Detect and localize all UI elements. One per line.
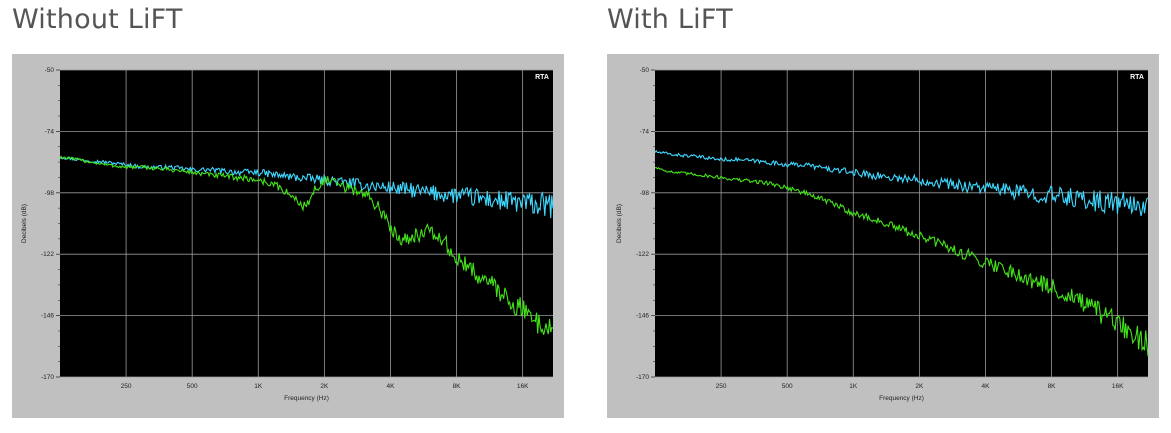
x-tick-label: 8K: [453, 383, 462, 390]
plot-area: [60, 70, 553, 377]
series-line-cyan: [654, 149, 1149, 217]
y-tick-label: -98: [640, 190, 650, 197]
x-tick-label: 2K: [915, 383, 924, 390]
y-tick-label: -170: [41, 374, 54, 381]
x-tick-label: 500: [782, 383, 793, 390]
series-line-green: [59, 155, 554, 335]
y-tick-label: -122: [636, 251, 649, 258]
x-tick-label: 1K: [254, 383, 263, 390]
y-tick-label: -50: [45, 67, 55, 74]
x-tick-label: 16K: [517, 383, 529, 390]
panel-with-lift: With LiFT 250 500 1K 2K 4K 8K 16K -50 -74 -98 -122…: [607, 0, 1159, 433]
x-tick-label: 4K: [981, 383, 990, 390]
x-tick-label: 4K: [386, 383, 395, 390]
rta-chart: 250 500 1K 2K 4K 8K 16K -50 -74 -98 -122 -146 -170 Fr…: [21, 67, 554, 402]
x-axis-label: Frequency (Hz): [879, 395, 924, 402]
rta-chart: 250 500 1K 2K 4K 8K 16K -50 -74 -98 -122 -146 -170 Fr…: [616, 67, 1149, 402]
y-tick-label: -98: [45, 190, 55, 197]
rta-badge: RTA: [535, 74, 549, 81]
plot-area: [655, 70, 1148, 377]
y-tick-label: -50: [640, 67, 650, 74]
y-axis-label: Decibels (dB): [616, 204, 623, 243]
series-line-green: [654, 166, 1149, 357]
y-tick-label: -170: [636, 374, 649, 381]
y-tick-label: -146: [636, 313, 649, 320]
panel-without-lift: Without LiFT 250 500 1K 2K 4K 8K 16K -50 -74 -98 -…: [12, 0, 564, 433]
x-tick-label: 1K: [849, 383, 858, 390]
y-axis-label: Decibels (dB): [21, 204, 28, 243]
y-tick-label: -122: [41, 251, 54, 258]
x-tick-label: 8K: [1048, 383, 1057, 390]
y-tick-label: -74: [45, 128, 55, 135]
x-tick-label: 250: [716, 383, 727, 390]
panel-title: With LiFT: [607, 4, 733, 35]
y-tick-label: -74: [640, 128, 650, 135]
x-tick-label: 2K: [320, 383, 329, 390]
y-tick-label: -146: [41, 313, 54, 320]
x-tick-label: 500: [187, 383, 198, 390]
rta-badge: RTA: [1130, 74, 1144, 81]
x-tick-label: 16K: [1112, 383, 1124, 390]
x-tick-label: 250: [121, 383, 132, 390]
panel-title: Without LiFT: [12, 4, 183, 35]
series-line-cyan: [59, 156, 554, 219]
chart-frame: 250 500 1K 2K 4K 8K 16K -50 -74 -98 -122 -146 -170 Fr…: [607, 54, 1159, 418]
x-axis-label: Frequency (Hz): [284, 395, 329, 402]
chart-frame: 250 500 1K 2K 4K 8K 16K -50 -74 -98 -122 -146 -170 Fr…: [12, 54, 564, 418]
